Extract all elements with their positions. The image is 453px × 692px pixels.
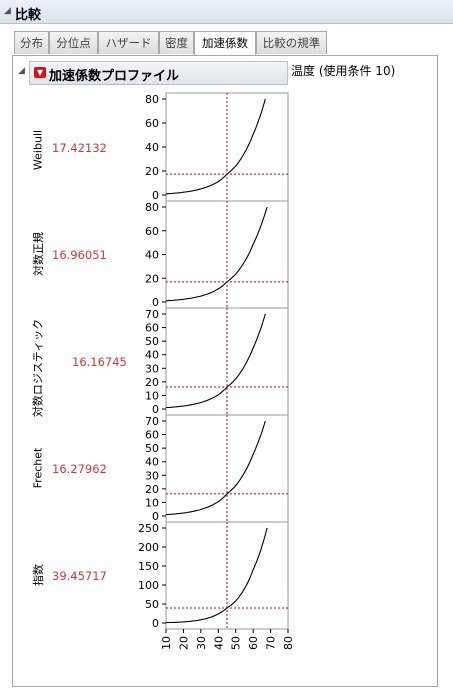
x-tick-label: 10 — [160, 636, 173, 650]
y-tick-label: 70 — [145, 308, 159, 321]
y-tick-label: 60 — [145, 429, 159, 442]
current-value-weibull: 17.42132 — [52, 141, 107, 155]
y-tick-label: 0 — [152, 189, 159, 202]
y-tick-label: 40 — [145, 249, 159, 262]
tab-comparison-criteria[interactable]: 比較の規準 — [256, 31, 327, 54]
y-tick-label: 50 — [145, 442, 159, 455]
outline-collapse-icon[interactable]: ◢ — [18, 66, 25, 76]
x-tick-label: 30 — [195, 636, 208, 650]
y-tick-label: 20 — [145, 165, 159, 178]
y-tick-label: 250 — [138, 522, 159, 535]
y-tick-label: 0 — [152, 296, 159, 309]
current-value-frechet: 16.27962 — [52, 462, 107, 476]
y-tick-label: 10 — [145, 496, 159, 509]
y-tick-label: 0 — [152, 403, 159, 416]
series-curve-4 — [166, 527, 268, 624]
tab-density[interactable]: 密度 — [159, 31, 194, 54]
series-curve-1 — [166, 206, 268, 302]
profiler-title: 加速係数プロファイル — [49, 69, 180, 84]
red-triangle-menu-icon[interactable]: ▼ — [34, 67, 46, 78]
y-tick-label: 20 — [145, 272, 159, 285]
y-tick-label: 40 — [145, 349, 159, 362]
x-tick-label: 50 — [230, 636, 243, 650]
y-tick-label: 60 — [145, 322, 159, 335]
y-tick-label: 100 — [138, 579, 159, 592]
y-tick-label: 80 — [145, 201, 159, 214]
y-tick-label: 0 — [152, 617, 159, 630]
x-tick-label: 20 — [177, 636, 190, 650]
tab-distribution[interactable]: 分布 — [14, 31, 49, 54]
y-tick-label: 10 — [145, 389, 159, 402]
y-tick-label: 20 — [145, 483, 159, 496]
y-tick-label: 30 — [145, 469, 159, 482]
y-tick-label: 150 — [138, 560, 159, 573]
current-value-loglogistic: 16.16745 — [72, 355, 127, 369]
y-tick-label: 60 — [145, 225, 159, 238]
y-tick-label: 20 — [145, 376, 159, 389]
tab-hazard[interactable]: ハザード — [98, 31, 159, 54]
x-tick-label: 70 — [265, 636, 278, 650]
y-tick-label: 40 — [145, 141, 159, 154]
collapse-triangle-icon[interactable]: ◢ — [4, 6, 11, 16]
y-tick-label: 50 — [145, 598, 159, 611]
title-bar[interactable]: ◢ 比較 — [0, 0, 453, 24]
x-tick-label: 60 — [247, 636, 260, 650]
tab-acceleration-factor[interactable]: 加速係数 — [194, 31, 256, 56]
y-tick-label: 0 — [152, 510, 159, 523]
y-tick-label: 70 — [145, 415, 159, 428]
y-tick-label: 50 — [145, 335, 159, 348]
x-tick-label: 80 — [282, 636, 295, 650]
y-tick-label: 80 — [145, 93, 159, 106]
series-curve-2 — [166, 313, 266, 409]
x-factor-header: 温度 (使用条件 10) — [291, 64, 396, 78]
x-tick-label: 40 — [212, 636, 225, 650]
current-value-lognormal: 16.96051 — [52, 248, 107, 262]
window-title: 比較 — [15, 8, 42, 23]
profiler-outline-header[interactable]: ▼ 加速係数プロファイル — [29, 61, 288, 85]
tab-quantiles[interactable]: 分位点 — [49, 31, 98, 54]
y-tick-label: 200 — [138, 541, 159, 554]
current-value-exponential: 39.45717 — [52, 569, 107, 583]
y-tick-label: 30 — [145, 362, 159, 375]
y-tick-label: 60 — [145, 117, 159, 130]
y-tick-label: 40 — [145, 456, 159, 469]
series-curve-0 — [166, 98, 266, 195]
series-curve-3 — [166, 420, 266, 516]
